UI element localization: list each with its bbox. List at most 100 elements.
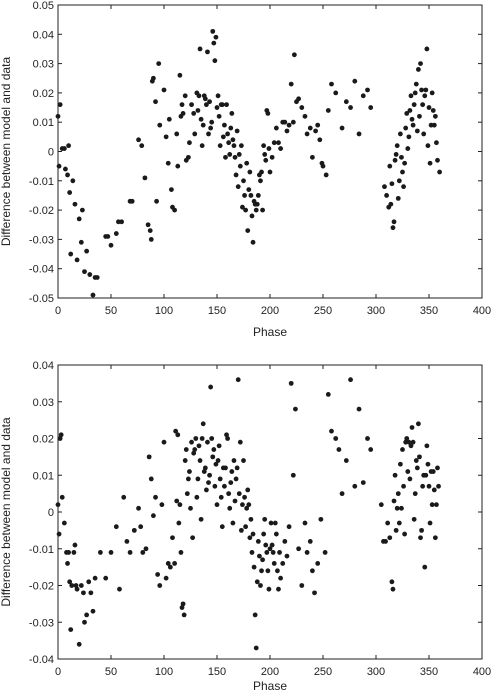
- data-point: [394, 505, 400, 511]
- data-point: [204, 102, 209, 108]
- data-point: [218, 494, 224, 500]
- chart-panel-1: 0 50 100 150 200 250 300 350 400 -0.05 -0.04 -0.03 -…: [0, 0, 491, 339]
- data-point: [249, 213, 255, 219]
- data-point: [178, 550, 184, 555]
- data-point: [409, 116, 415, 122]
- data-point: [163, 134, 169, 140]
- data-point: [190, 535, 196, 541]
- data-point: [339, 125, 345, 131]
- data-point: [360, 480, 366, 485]
- data-point: [148, 237, 154, 242]
- data-point: [72, 201, 78, 207]
- data-point: [74, 586, 80, 592]
- data-point: [432, 535, 438, 541]
- data-point: [246, 502, 252, 508]
- x-tick-label: 250: [314, 305, 332, 317]
- data-point: [170, 535, 175, 541]
- data-point: [429, 502, 435, 508]
- data-point: [194, 494, 200, 500]
- data-point: [209, 119, 215, 125]
- data-point: [219, 524, 225, 530]
- y-tick-label: 0.01: [33, 470, 54, 482]
- data-point: [193, 436, 199, 441]
- data-point: [280, 561, 286, 566]
- data-point: [382, 184, 387, 190]
- data-point: [129, 198, 135, 204]
- data-point: [92, 575, 98, 581]
- data-point: [413, 458, 419, 463]
- data-point: [222, 122, 227, 128]
- data-point: [399, 154, 404, 160]
- data-point: [264, 550, 270, 555]
- data-point: [396, 520, 402, 526]
- data-point: [429, 90, 435, 96]
- data-point: [383, 539, 388, 544]
- data-point: [211, 40, 217, 46]
- data-point: [243, 207, 249, 213]
- data-point: [108, 242, 114, 248]
- data-point: [393, 527, 399, 533]
- data-point: [174, 131, 180, 137]
- data-point: [299, 583, 305, 588]
- data-point: [55, 113, 61, 119]
- data-point: [177, 72, 183, 78]
- data-point: [63, 166, 68, 172]
- data-point: [412, 90, 418, 96]
- data-point: [127, 550, 133, 555]
- data-point: [182, 93, 188, 99]
- data-point: [432, 113, 438, 119]
- y-tick-label: 0: [48, 507, 54, 519]
- data-point: [88, 590, 94, 596]
- data-point: [278, 146, 283, 151]
- data-point: [238, 527, 244, 533]
- data-point: [84, 248, 90, 254]
- y-tick-label: -0.03: [29, 617, 54, 629]
- data-point: [192, 447, 198, 452]
- data-point: [427, 520, 433, 526]
- data-point: [70, 178, 76, 184]
- data-point: [82, 269, 87, 275]
- data-point: [207, 99, 212, 105]
- data-point: [392, 157, 398, 163]
- data-point: [189, 102, 194, 108]
- data-point: [113, 524, 119, 530]
- data-point: [273, 531, 279, 537]
- data-point: [61, 146, 67, 151]
- data-point: [437, 169, 442, 175]
- data-point: [208, 384, 214, 390]
- data-point: [108, 550, 114, 555]
- data-point: [187, 140, 192, 146]
- data-point: [385, 520, 391, 526]
- data-point: [185, 476, 191, 482]
- data-point: [76, 216, 82, 222]
- data-point: [302, 520, 308, 526]
- data-point: [288, 81, 294, 87]
- data-point: [58, 432, 64, 438]
- y-tick-label: 0.02: [33, 88, 54, 100]
- data-point: [225, 131, 231, 137]
- data-point: [177, 502, 183, 508]
- data-point: [242, 193, 247, 198]
- data-point: [73, 583, 79, 588]
- data-point: [105, 234, 111, 239]
- data-point: [325, 392, 331, 397]
- data-point: [199, 143, 205, 149]
- data-point: [238, 143, 244, 149]
- data-point: [180, 111, 186, 116]
- data-point: [304, 131, 310, 137]
- data-point: [191, 450, 197, 456]
- data-point: [174, 498, 180, 504]
- data-point: [196, 443, 202, 449]
- data-point: [151, 75, 156, 81]
- data-point: [136, 505, 141, 511]
- data-point: [410, 122, 416, 128]
- data-point: [407, 476, 413, 482]
- data-point: [399, 505, 404, 511]
- data-point: [199, 436, 205, 441]
- data-point: [411, 102, 417, 108]
- data-point: [273, 125, 279, 131]
- data-point: [244, 160, 250, 166]
- data-point: [179, 102, 185, 108]
- data-point: [389, 579, 395, 585]
- data-point: [202, 96, 208, 102]
